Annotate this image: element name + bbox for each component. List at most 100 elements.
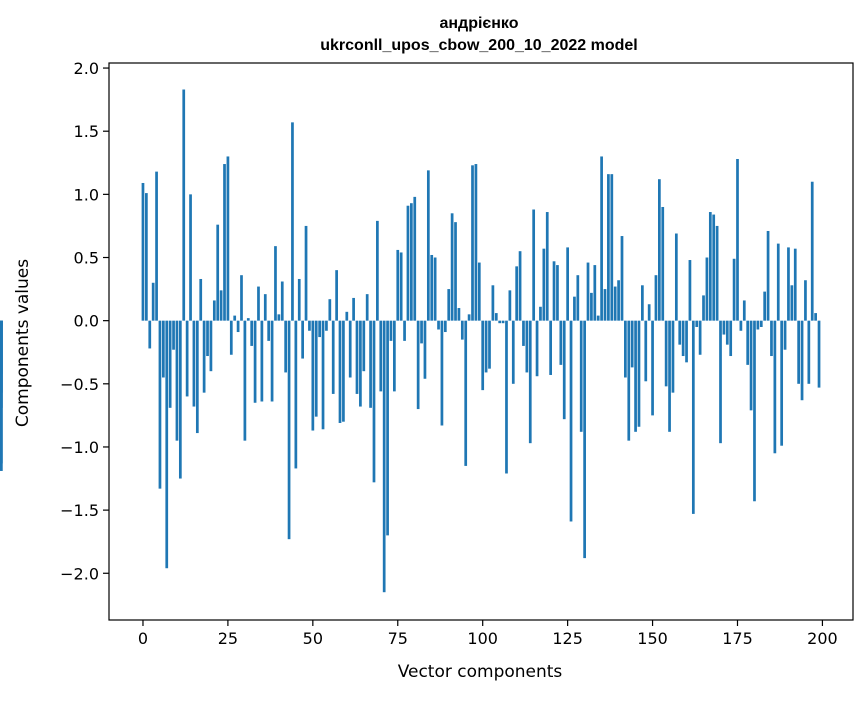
bar-component-161	[688, 260, 692, 321]
bar-component-190	[787, 247, 790, 321]
bar-component-166	[705, 257, 709, 321]
bar-component-175	[736, 158, 739, 321]
bar-component-108	[508, 290, 512, 321]
bar-component-157	[674, 233, 678, 321]
bar-component-145	[634, 320, 637, 432]
bar-component-172	[725, 320, 729, 345]
bar-component-111	[518, 251, 522, 321]
bar-component-192	[793, 248, 797, 321]
bar-component-82	[420, 320, 423, 344]
bar-component-40	[277, 314, 281, 321]
x-tick-label: 125	[552, 629, 583, 648]
bar-component-197	[810, 181, 814, 321]
bar-component-150	[651, 320, 654, 416]
bar-component-90	[447, 289, 451, 321]
bar-component-195	[804, 280, 807, 321]
bar-component-177	[742, 300, 746, 321]
bar-component-188	[780, 320, 784, 446]
bar-component-85	[430, 254, 434, 321]
bar-component-19	[206, 320, 209, 357]
bar-component-120	[549, 320, 552, 375]
bar-component-183	[763, 291, 767, 321]
bar-component-135	[600, 156, 603, 321]
bar-component-46	[297, 278, 301, 321]
bar-component-61	[348, 320, 352, 378]
bar-component-30	[243, 320, 247, 441]
bar-component-13	[185, 320, 189, 397]
bar-component-179	[749, 320, 753, 411]
bar-component-48	[304, 225, 308, 321]
x-tick-label: 175	[722, 629, 753, 648]
y-tick-label: 2.0	[74, 59, 99, 78]
bar-component-41	[280, 281, 284, 321]
bar-component-169	[715, 225, 719, 321]
bar-component-101	[484, 320, 488, 373]
bar-component-39	[274, 246, 277, 321]
bar-component-152	[658, 179, 661, 321]
bar-component-92	[454, 222, 457, 321]
x-tick-label: 150	[637, 629, 668, 648]
bar-component-7	[165, 320, 169, 569]
bar-component-60	[345, 311, 349, 321]
bar-component-158	[678, 320, 682, 345]
bar-component-35	[260, 320, 264, 402]
bar-component-187	[776, 243, 780, 321]
bar-component-181	[756, 320, 760, 330]
bar-component-38	[270, 320, 274, 402]
bar-component-182	[759, 320, 763, 327]
bar-component-127	[573, 296, 576, 321]
bar-component-137	[607, 174, 610, 321]
bar-component-199	[817, 320, 821, 388]
bar-component-113	[525, 320, 529, 373]
bar-component-55	[328, 299, 332, 321]
bar-component-64	[359, 320, 362, 407]
bar-component-16	[195, 320, 199, 434]
bar-component-178	[746, 320, 750, 365]
y-tick-label: 1.0	[74, 185, 99, 204]
bar-component-11	[178, 320, 182, 479]
bar-component-103	[491, 285, 495, 321]
bar-component-139	[613, 286, 617, 321]
bar-component-71	[382, 320, 386, 593]
bar-component-75	[396, 249, 400, 321]
bar-component-164	[698, 320, 702, 355]
bar-component-8	[168, 320, 172, 408]
bar-component-142	[624, 320, 627, 378]
bar-component-162	[691, 320, 695, 514]
bar-component-31	[246, 318, 250, 321]
bar-component-148	[644, 320, 648, 382]
bar-component-9	[172, 320, 175, 350]
bar-component-1	[145, 193, 148, 321]
bar-component-167	[708, 212, 712, 321]
bar-component-78	[406, 205, 410, 321]
bar-component-143	[627, 320, 631, 441]
bar-component-160	[685, 320, 688, 363]
bar-component-153	[661, 206, 665, 321]
bar-component-3	[151, 282, 155, 321]
bar-component-57	[335, 270, 338, 321]
bar-component-129	[579, 320, 583, 432]
bar-component-189	[783, 320, 787, 350]
bar-component-102	[488, 320, 491, 369]
bar-component-126	[569, 320, 573, 522]
chart-title-line-2: ukrconll_upos_cbow_200_10_2022 model	[320, 37, 637, 54]
bar-component-173	[729, 320, 733, 357]
bar-component-154	[664, 320, 668, 387]
bar-component-138	[610, 174, 614, 321]
bar-component-21	[212, 300, 216, 321]
bar-component-94	[460, 320, 464, 340]
bar-component-25	[226, 156, 230, 321]
bar-component-156	[671, 320, 675, 393]
bar-component-149	[647, 304, 651, 321]
bar-component-98	[474, 164, 478, 321]
bar-component-131	[586, 262, 590, 321]
bar-component-10	[175, 320, 179, 441]
bar-component-165	[702, 295, 705, 321]
bar-component-105	[498, 320, 502, 324]
bar-component-18	[202, 320, 206, 393]
bar-component-65	[362, 320, 366, 372]
y-tick-label: 0.5	[74, 249, 99, 268]
bar-component-122	[556, 265, 559, 321]
